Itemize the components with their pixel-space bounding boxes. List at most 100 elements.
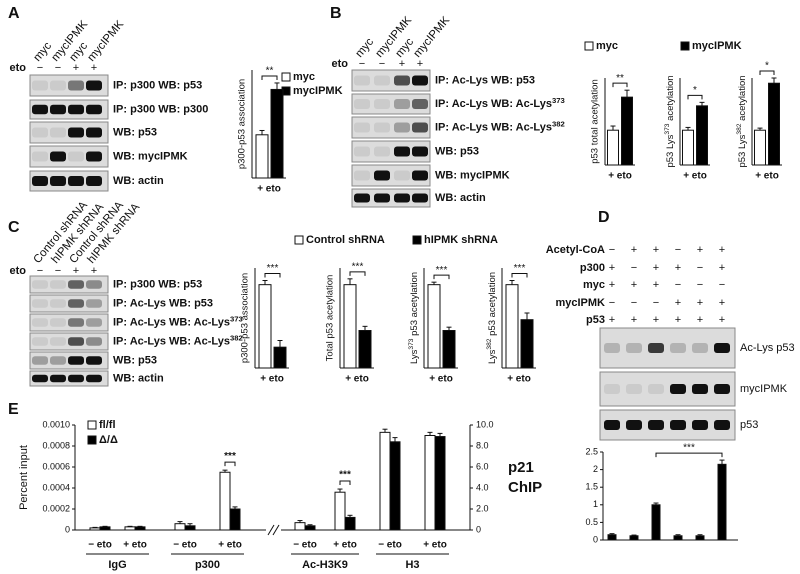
condition-sign: + xyxy=(609,262,615,274)
blot-label: p53 xyxy=(740,419,758,431)
treatment-sign: + xyxy=(417,58,423,70)
lane-label: myc xyxy=(353,36,376,60)
error-bar xyxy=(437,432,443,437)
legend-swatch xyxy=(584,41,594,51)
blot-band xyxy=(50,151,66,162)
blot-label-part: 373 xyxy=(230,315,243,324)
bar xyxy=(754,129,766,166)
blot-label-part: 373 xyxy=(552,96,565,105)
bar xyxy=(270,88,284,179)
error-bar xyxy=(631,534,637,536)
bar xyxy=(334,491,346,531)
blot-band xyxy=(32,176,48,186)
sig-label: *** xyxy=(339,470,351,481)
y-tick-label: 0 xyxy=(593,534,598,544)
x-label: + eto xyxy=(507,374,531,385)
x-label: + eto xyxy=(683,171,707,182)
condition-sign: + xyxy=(719,262,725,274)
blot-label: mycIPMK xyxy=(740,383,788,395)
blot-band xyxy=(354,146,370,157)
blot-band xyxy=(394,122,410,133)
x-label: + eto xyxy=(755,171,779,182)
blot-band xyxy=(86,127,102,138)
blot-label: WB: p53 xyxy=(113,126,157,138)
blot-band xyxy=(604,420,620,430)
error-bar xyxy=(382,428,388,433)
bar xyxy=(424,435,436,531)
condition-sign: − xyxy=(653,297,659,309)
sig-label: * xyxy=(693,85,697,96)
blot-band xyxy=(692,343,708,353)
y-label-part: p53 acetylation xyxy=(409,272,420,339)
blot-band xyxy=(412,170,428,181)
condition-label: − eto xyxy=(173,540,197,551)
blot-band xyxy=(648,420,664,430)
y-label-part: Lys xyxy=(409,349,420,364)
y-label-part: p53 Lys xyxy=(737,134,748,167)
bar xyxy=(255,134,269,179)
y2-tick-label: 8.0 xyxy=(476,440,489,450)
error-bar xyxy=(719,459,725,465)
blot-band xyxy=(86,299,102,308)
blot-band xyxy=(394,75,410,86)
y-tick-label: 1 xyxy=(593,499,598,509)
blot-band xyxy=(354,170,370,181)
blot-band xyxy=(32,104,48,115)
bar xyxy=(682,129,694,166)
blot-band xyxy=(412,99,428,109)
blot-band xyxy=(50,337,66,346)
y-label: p53 total acetylation xyxy=(590,79,601,164)
bar xyxy=(229,508,241,531)
sig-bracket xyxy=(261,75,278,80)
condition-sign: + xyxy=(653,279,659,291)
group-label: IgG xyxy=(108,559,126,571)
blot-band xyxy=(670,384,686,394)
blot-band xyxy=(412,122,428,133)
blot-label: IP: Ac-Lys WB: Ac-Lys373 xyxy=(113,315,243,329)
sig-bracket xyxy=(264,273,281,278)
sig-label: *** xyxy=(267,263,279,274)
blot-band xyxy=(714,343,730,353)
sig-label: *** xyxy=(352,261,364,272)
blot-band xyxy=(50,176,66,186)
bar xyxy=(124,526,136,531)
bar xyxy=(427,284,441,369)
condition-sign: − xyxy=(697,262,703,274)
sig-label: * xyxy=(765,61,769,72)
blot-label: WB: mycIPMK xyxy=(113,150,188,162)
blot-band xyxy=(626,343,642,353)
error-bar xyxy=(137,525,143,527)
treatment-label: eto xyxy=(10,265,27,277)
y-label: Lys382 p53 acetylation xyxy=(486,272,498,364)
y2-tick-label: 2.0 xyxy=(476,503,489,513)
treatment-sign: − xyxy=(379,58,385,70)
blot-label: WB: mycIPMK xyxy=(435,169,510,181)
blot-label: WB: p53 xyxy=(435,145,479,157)
error-bar xyxy=(277,340,283,348)
legend-swatch xyxy=(87,420,97,430)
y-label: p300-p53 association xyxy=(237,79,248,169)
condition-sign: + xyxy=(719,297,725,309)
blot-band xyxy=(394,193,410,203)
condition-sign: − xyxy=(675,279,681,291)
error-bar xyxy=(297,520,303,523)
condition-sign: − xyxy=(631,297,637,309)
bar xyxy=(134,526,146,531)
error-bar xyxy=(624,89,630,98)
legend-swatch xyxy=(412,235,422,245)
error-bar xyxy=(609,533,615,535)
condition-label: Acetyl-CoA xyxy=(546,244,605,256)
condition-label: mycIPMK xyxy=(555,297,605,309)
blot-band xyxy=(50,318,66,327)
x-label: + eto xyxy=(429,374,453,385)
error-bar xyxy=(675,534,681,536)
blot-label: IP: p300 WB: p53 xyxy=(113,79,202,91)
condition-sign: + xyxy=(697,244,703,256)
condition-label: + eto xyxy=(423,540,447,551)
condition-sign: + xyxy=(653,314,659,326)
sig-bracket xyxy=(433,274,450,280)
error-bar xyxy=(446,326,452,331)
y-tick-label: 2.5 xyxy=(585,446,598,456)
blot-strip xyxy=(599,409,736,441)
blot-label-part: IP: Ac-Lys WB: Ac-Lys xyxy=(435,98,552,110)
